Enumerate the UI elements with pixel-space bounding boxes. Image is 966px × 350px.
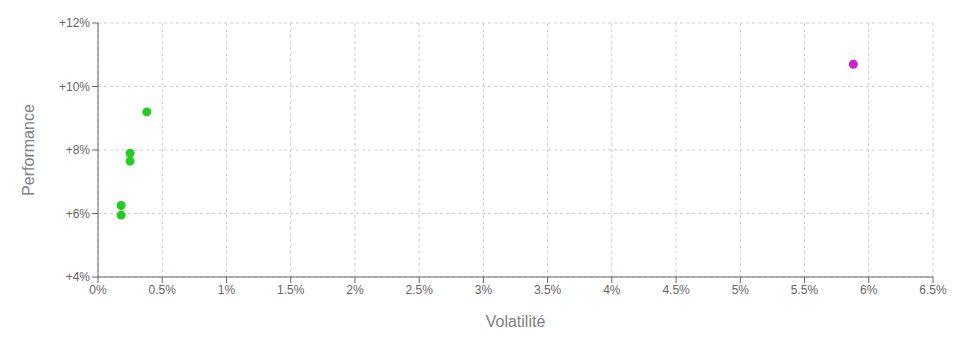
svg-text:+12%: +12% [59, 16, 90, 30]
svg-text:+8%: +8% [66, 143, 91, 157]
svg-text:+6%: +6% [66, 207, 91, 221]
svg-text:5%: 5% [732, 283, 750, 297]
svg-text:2.5%: 2.5% [405, 283, 433, 297]
svg-text:4.5%: 4.5% [662, 283, 690, 297]
svg-text:1%: 1% [218, 283, 236, 297]
svg-text:3%: 3% [475, 283, 493, 297]
svg-text:6.5%: 6.5% [919, 283, 947, 297]
svg-text:2%: 2% [346, 283, 364, 297]
svg-text:+10%: +10% [59, 80, 90, 94]
svg-text:Volatilité: Volatilité [486, 313, 546, 330]
svg-text:0%: 0% [89, 283, 107, 297]
svg-text:4%: 4% [603, 283, 621, 297]
svg-text:1.5%: 1.5% [277, 283, 305, 297]
svg-text:+4%: +4% [66, 270, 91, 284]
svg-text:Performance: Performance [20, 104, 37, 196]
svg-text:5.5%: 5.5% [791, 283, 819, 297]
svg-text:3.5%: 3.5% [534, 283, 562, 297]
svg-text:0.5%: 0.5% [149, 283, 177, 297]
svg-text:6%: 6% [860, 283, 878, 297]
